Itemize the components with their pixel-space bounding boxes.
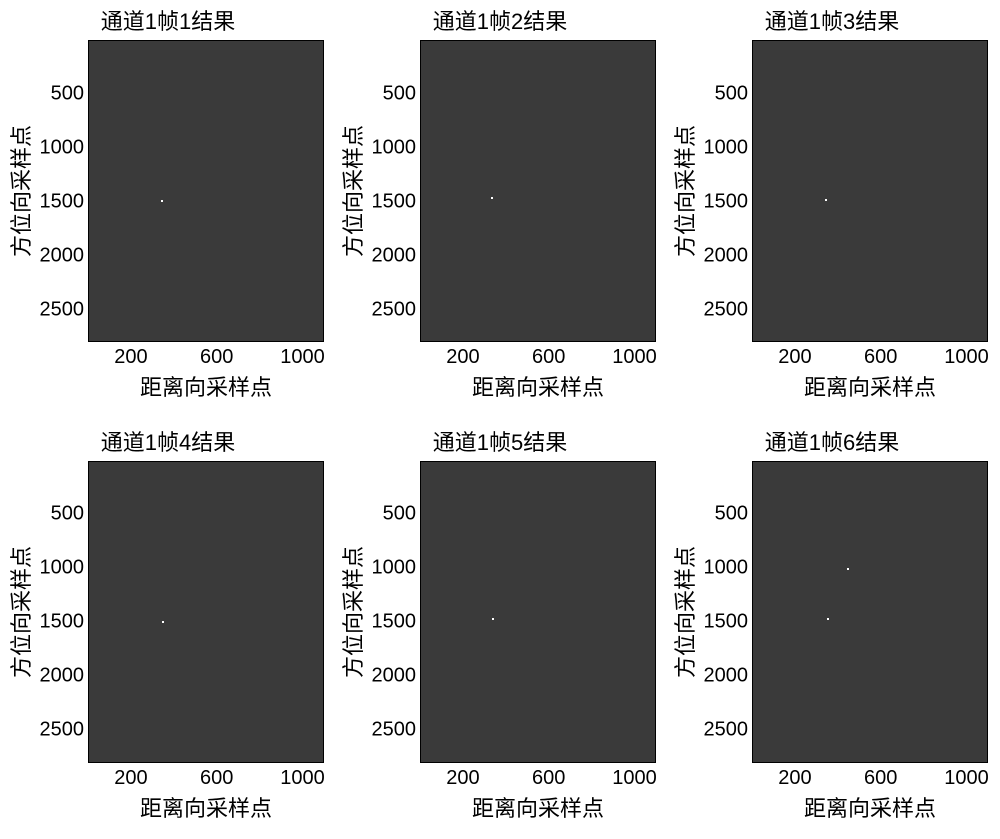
x-tick-label: 200 xyxy=(446,767,479,790)
subplot-title: 通道1帧3结果 xyxy=(668,4,996,36)
plot-area xyxy=(88,461,324,763)
y-axis-label: 方位向采样点 xyxy=(668,125,700,257)
x-tick-label: 600 xyxy=(200,346,233,369)
y-tick-label: 500 xyxy=(336,503,416,526)
y-axis-label: 方位向采样点 xyxy=(668,545,700,677)
data-point xyxy=(162,621,164,623)
subplot-title: 通道1帧4结果 xyxy=(4,425,332,457)
subplot-title: 通道1帧6结果 xyxy=(668,425,996,457)
y-tick-label: 500 xyxy=(4,503,84,526)
y-axis-label: 方位向采样点 xyxy=(336,545,368,677)
x-axis-label: 距离向采样点 xyxy=(88,370,324,402)
x-tick-label: 1000 xyxy=(944,346,989,369)
x-tick-label: 200 xyxy=(114,767,147,790)
subplot-grid: 通道1帧1结果50010001500200025002006001000方位向采… xyxy=(0,0,1000,839)
plot-area xyxy=(752,40,988,342)
x-tick-label: 200 xyxy=(446,346,479,369)
plot-area xyxy=(420,40,656,342)
x-tick-label: 1000 xyxy=(280,346,325,369)
y-axis-label: 方位向采样点 xyxy=(336,125,368,257)
y-axis-label: 方位向采样点 xyxy=(4,545,36,677)
subplot-6: 通道1帧6结果50010001500200025002006001000方位向采… xyxy=(668,425,996,836)
y-tick-label: 2500 xyxy=(668,719,748,742)
y-tick-label: 500 xyxy=(4,82,84,105)
subplot-5: 通道1帧5结果50010001500200025002006001000方位向采… xyxy=(336,425,664,836)
y-tick-label: 2500 xyxy=(336,298,416,321)
x-tick-label: 1000 xyxy=(612,767,657,790)
data-point xyxy=(492,618,494,620)
data-point xyxy=(847,568,849,570)
x-tick-label: 600 xyxy=(864,767,897,790)
plot-area xyxy=(88,40,324,342)
x-tick-label: 600 xyxy=(200,767,233,790)
subplot-title: 通道1帧5结果 xyxy=(336,425,664,457)
x-axis-label: 距离向采样点 xyxy=(420,370,656,402)
subplot-1: 通道1帧1结果50010001500200025002006001000方位向采… xyxy=(4,4,332,415)
y-tick-label: 500 xyxy=(668,82,748,105)
y-tick-label: 500 xyxy=(336,82,416,105)
plot-area xyxy=(420,461,656,763)
plot-area xyxy=(752,461,988,763)
data-point xyxy=(491,197,493,199)
subplot-title: 通道1帧2结果 xyxy=(336,4,664,36)
x-axis-label: 距离向采样点 xyxy=(420,791,656,823)
data-point xyxy=(825,199,827,201)
x-tick-label: 200 xyxy=(778,346,811,369)
x-tick-label: 600 xyxy=(532,767,565,790)
x-axis-label: 距离向采样点 xyxy=(88,791,324,823)
x-tick-label: 200 xyxy=(114,346,147,369)
subplot-4: 通道1帧4结果50010001500200025002006001000方位向采… xyxy=(4,425,332,836)
y-tick-label: 2500 xyxy=(4,298,84,321)
x-axis-label: 距离向采样点 xyxy=(752,370,988,402)
x-tick-label: 600 xyxy=(864,346,897,369)
y-tick-label: 2500 xyxy=(668,298,748,321)
x-tick-label: 1000 xyxy=(280,767,325,790)
x-axis-label: 距离向采样点 xyxy=(752,791,988,823)
x-tick-label: 600 xyxy=(532,346,565,369)
x-tick-label: 200 xyxy=(778,767,811,790)
y-tick-label: 2500 xyxy=(336,719,416,742)
subplot-title: 通道1帧1结果 xyxy=(4,4,332,36)
data-point xyxy=(827,618,829,620)
subplot-3: 通道1帧3结果50010001500200025002006001000方位向采… xyxy=(668,4,996,415)
y-tick-label: 500 xyxy=(668,503,748,526)
subplot-2: 通道1帧2结果50010001500200025002006001000方位向采… xyxy=(336,4,664,415)
x-tick-label: 1000 xyxy=(944,767,989,790)
data-point xyxy=(161,200,163,202)
y-tick-label: 2500 xyxy=(4,719,84,742)
x-tick-label: 1000 xyxy=(612,346,657,369)
y-axis-label: 方位向采样点 xyxy=(4,125,36,257)
